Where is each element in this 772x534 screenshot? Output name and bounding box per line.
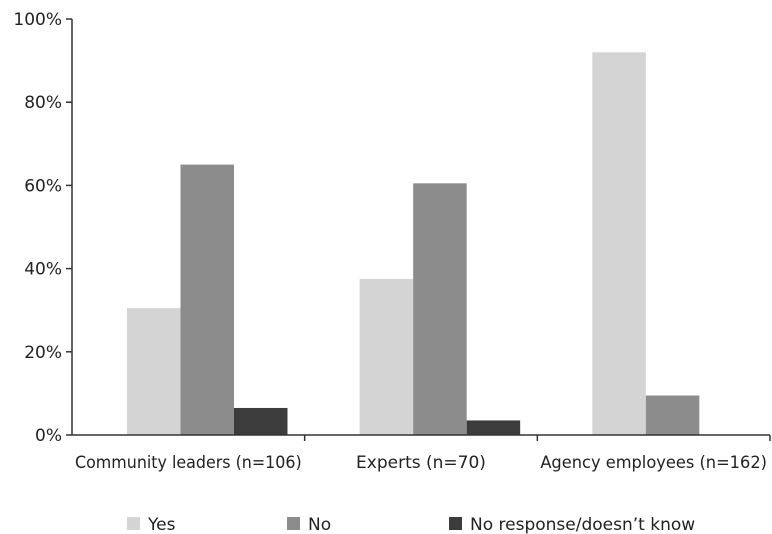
bar-yes-1 <box>359 279 414 435</box>
legend: Yes No No response/doesn’t know <box>127 515 695 534</box>
bar-yes-2 <box>592 52 646 435</box>
legend-label: No <box>308 515 331 534</box>
category-label: Experts (n=70) <box>356 453 486 473</box>
bar-yes-0 <box>127 308 181 435</box>
y-tick-label: 60% <box>24 176 62 196</box>
bar-no-0 <box>180 164 234 435</box>
y-tick-label: 80% <box>24 93 62 113</box>
legend-item: Yes <box>127 515 176 534</box>
y-tick-label: 40% <box>24 260 62 280</box>
bar-no-response-doesn-t-know-1 <box>466 420 521 435</box>
bar-no-1 <box>413 183 467 435</box>
bars <box>127 52 700 435</box>
legend-swatch <box>127 517 140 530</box>
x-axis-ticks <box>303 435 771 441</box>
category-label: Agency employees (n=162) <box>540 453 767 473</box>
y-tick-label: 0% <box>35 426 62 446</box>
y-tick-label: 20% <box>24 343 62 363</box>
legend-item: No <box>287 515 331 534</box>
bar-no-2 <box>645 395 700 435</box>
category-labels: Community leaders (n=106) Experts (n=70) A… <box>75 453 767 473</box>
bar-no-response-doesn-t-know-0 <box>234 407 288 435</box>
category-label: Community leaders (n=106) <box>75 453 302 473</box>
y-tick-label: 100% <box>13 10 62 30</box>
legend-label: No response/doesn’t know <box>470 515 695 534</box>
legend-swatch <box>449 517 462 530</box>
legend-item: No response/doesn’t know <box>449 515 695 534</box>
legend-swatch <box>287 517 300 530</box>
legend-label: Yes <box>147 515 176 534</box>
y-axis-ticks: 0% 20% 40% 60% 80% 100% <box>13 10 72 446</box>
